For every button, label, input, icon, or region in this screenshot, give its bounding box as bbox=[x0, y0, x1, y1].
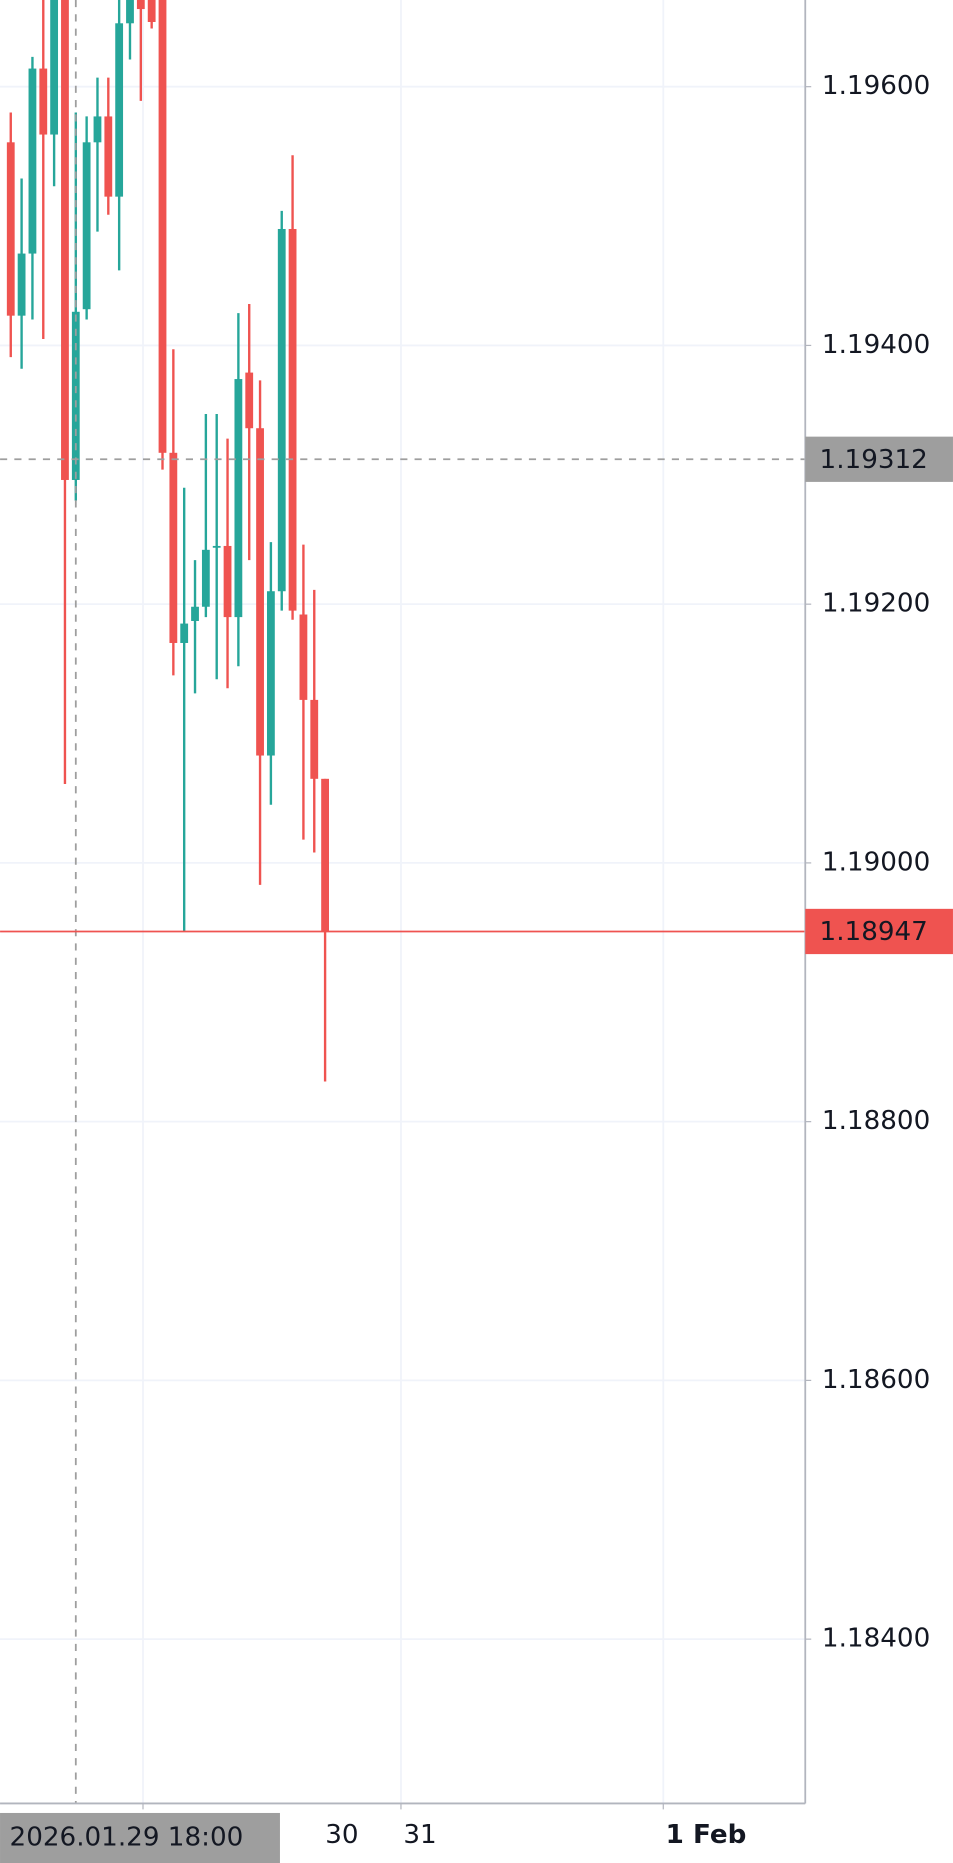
candle-body bbox=[136, 0, 145, 10]
candle-body bbox=[212, 545, 221, 548]
candle-body bbox=[147, 0, 156, 22]
candle-body bbox=[299, 614, 308, 700]
candle-body bbox=[266, 591, 275, 756]
candle-body bbox=[234, 379, 243, 618]
candle-body bbox=[288, 228, 297, 611]
last-price-label: 1.18947 bbox=[820, 917, 928, 947]
candle-body bbox=[82, 142, 91, 310]
candle-body bbox=[17, 253, 26, 316]
candle-body bbox=[223, 545, 232, 618]
candle-body bbox=[245, 372, 254, 429]
x-tick-label: 1 Feb bbox=[666, 1820, 747, 1850]
candle-body bbox=[321, 778, 329, 932]
y-tick-label: 1.19600 bbox=[822, 71, 930, 101]
last-price-box bbox=[805, 908, 953, 955]
candle-body bbox=[61, 0, 69, 480]
candle-body bbox=[310, 699, 319, 779]
y-tick-label: 1.18800 bbox=[822, 1106, 930, 1136]
crosshair-time-label: 2026.01.29 18:00 bbox=[10, 1822, 244, 1852]
candle-body bbox=[201, 549, 210, 607]
crosshair-price-box bbox=[805, 436, 953, 482]
x-tick-label: 30 bbox=[325, 1820, 358, 1850]
y-tick-label: 1.19000 bbox=[822, 847, 930, 877]
axis-labels: 1.19600 1.19400 1.19200 1.19000 1.18800 1.186… bbox=[0, 71, 953, 1863]
crosshair-time-box bbox=[0, 1812, 280, 1863]
candle-body bbox=[71, 311, 80, 480]
candle-body bbox=[93, 116, 102, 143]
candle-body bbox=[115, 23, 124, 197]
crosshair-price-label: 1.19312 bbox=[820, 445, 928, 475]
y-tick-label: 1.18600 bbox=[822, 1365, 930, 1395]
candle-body bbox=[191, 606, 199, 621]
candle-body bbox=[256, 428, 264, 756]
candle-body bbox=[50, 0, 59, 135]
candle-body bbox=[104, 116, 113, 197]
candle-body bbox=[28, 68, 37, 254]
candle-body bbox=[126, 0, 134, 24]
y-tick-label: 1.18400 bbox=[822, 1624, 930, 1654]
y-tick-label: 1.19400 bbox=[822, 330, 930, 360]
plot-area bbox=[0, 0, 806, 1804]
candle-body bbox=[6, 142, 15, 316]
candle-body bbox=[169, 452, 178, 643]
candle-body bbox=[39, 68, 48, 135]
candle-body bbox=[277, 228, 286, 592]
grid bbox=[0, 0, 806, 1804]
x-tick-label: 31 bbox=[403, 1820, 436, 1850]
candle-body bbox=[158, 0, 167, 453]
candle-body bbox=[180, 623, 189, 643]
y-tick-label: 1.19200 bbox=[822, 589, 930, 619]
